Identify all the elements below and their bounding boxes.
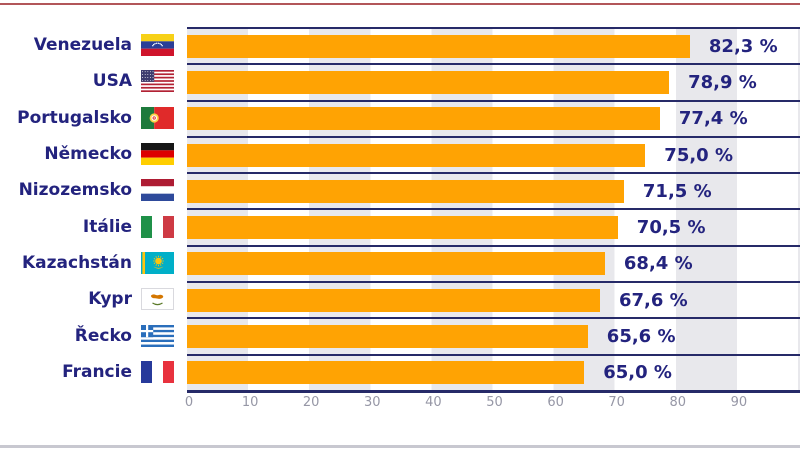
country-label: Itálie (82, 216, 132, 237)
value-label: 75,0 % (664, 144, 734, 166)
chart-rows: Venezuela 82,3 % USA 78,9 % Portugalsko 77,4 … (0, 27, 800, 390)
chart-row: Nizozemsko 71,5 % (0, 172, 800, 208)
country-label: Řecko (74, 325, 132, 346)
chart-row: Itálie 70,5 % (0, 208, 800, 244)
x-axis-line (187, 390, 800, 393)
flag-italy-icon (141, 208, 174, 244)
country-label: Portugalsko (17, 107, 132, 128)
chart-row: Německo 75,0 % (0, 135, 800, 172)
bar (187, 107, 660, 131)
x-tick-label: 20 (302, 395, 320, 410)
bar-track: 78,9 % (187, 63, 800, 99)
chart-row: Portugalsko 77,4 % (0, 99, 800, 136)
bar-track: 82,3 % (187, 27, 800, 63)
bar (187, 34, 690, 58)
x-tick-label: 90 (730, 395, 748, 410)
x-tick-label: 70 (608, 395, 625, 410)
x-tick-label: 0 (184, 395, 194, 410)
top-divider (0, 3, 800, 5)
bar-track: 65,6 % (187, 317, 800, 353)
flag-usa-icon (141, 63, 174, 99)
chart-row: Venezuela 82,3 % (0, 27, 800, 63)
x-axis: 0 10 20 30 40 50 60 70 80 90 (184, 395, 800, 413)
value-label: 82,3 % (708, 35, 778, 57)
country-label: Nizozemsko (18, 180, 132, 201)
country-label: USA (92, 71, 132, 92)
bar (187, 70, 670, 94)
flag-greece-icon (141, 317, 174, 353)
bar-track: 70,5 % (187, 208, 800, 244)
bar-track: 65,0 % (187, 353, 800, 390)
bottom-divider (0, 445, 800, 448)
bar (187, 325, 588, 349)
flag-germany-icon (141, 136, 174, 172)
bar-track: 68,4 % (187, 244, 800, 281)
bar (187, 216, 618, 240)
value-label: 77,4 % (678, 108, 748, 130)
chart-row: USA 78,9 % (0, 63, 800, 99)
x-tick-label: 80 (669, 395, 687, 410)
bar-track: 71,5 % (187, 172, 800, 208)
country-label: Kypr (88, 289, 132, 310)
country-label: Německo (44, 144, 132, 165)
value-label: 78,9 % (688, 71, 757, 93)
value-label: 67,6 % (619, 289, 688, 311)
value-label: 70,5 % (636, 217, 706, 239)
bar (187, 179, 624, 203)
country-label: Kazachstán (21, 252, 132, 273)
flag-cyprus-icon (141, 281, 174, 317)
bar (187, 143, 646, 167)
bar (187, 361, 585, 385)
value-label: 71,5 % (642, 180, 712, 202)
chart-row: Kypr 67,6 % (0, 281, 800, 317)
chart-row: Řecko 65,6 % (0, 317, 800, 353)
value-label: 65,6 % (606, 326, 676, 348)
value-label: 65,0 % (603, 362, 672, 384)
chart-row: Kazachstán 68,4 % (0, 244, 800, 281)
flag-venezuela-icon (141, 27, 174, 63)
bar (187, 252, 605, 276)
bar (187, 288, 600, 312)
bar-track: 77,4 % (187, 99, 800, 136)
chart-row: Francie 65,0 % (0, 353, 800, 390)
flag-france-icon (141, 354, 174, 390)
country-label: Venezuela (33, 35, 132, 56)
country-label: Francie (62, 361, 132, 382)
x-tick-label: 50 (486, 395, 503, 410)
flag-portugal-icon (141, 100, 174, 136)
flag-netherlands-icon (141, 172, 174, 208)
x-tick-label: 30 (364, 395, 381, 410)
flag-kazakhstan-icon (141, 245, 174, 281)
x-tick-label: 40 (425, 395, 442, 410)
bar-track: 67,6 % (187, 281, 800, 317)
x-tick-label: 60 (547, 395, 564, 410)
value-label: 68,4 % (623, 253, 693, 275)
bar-track: 75,0 % (187, 135, 800, 172)
x-tick-label: 10 (241, 395, 259, 410)
